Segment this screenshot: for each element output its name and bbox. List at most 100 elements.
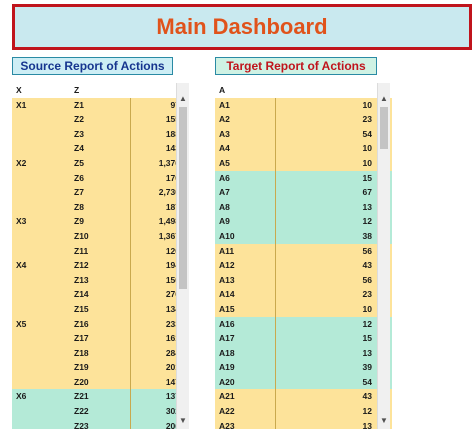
source-value-cell: 155 [130, 112, 182, 127]
target-item-cell: A20 [219, 376, 235, 387]
target-scroll-thumb[interactable] [380, 107, 388, 149]
table-row: A23 13 [215, 418, 392, 429]
table-row: A14 23 [215, 287, 392, 302]
target-value-cell: 13 [275, 345, 374, 361]
target-item-cell: A9 [219, 216, 230, 227]
table-row: Z6 170 [12, 170, 189, 186]
source-group-cell: X2 [16, 157, 27, 168]
target-value-cell: 10 [275, 155, 374, 171]
target-item-cell: A16 [219, 318, 235, 329]
source-item-cell: Z5 [74, 157, 84, 168]
target-value-cell: 67 [275, 185, 374, 200]
table-row: A9 12 [215, 214, 392, 229]
table-row: Z10 1,367 [12, 228, 189, 244]
source-item-cell: Z20 [74, 376, 89, 387]
table-row: A19 39 [215, 360, 392, 375]
source-item-cell: Z16 [74, 318, 89, 329]
target-value-cell: 10 [275, 97, 374, 113]
target-value-cell: 54 [275, 374, 374, 390]
source-value-cell: 276 [130, 287, 182, 302]
table-row: Z2 155 [12, 112, 189, 127]
target-value-cell: 10 [275, 141, 374, 156]
table-row: Z18 284 [12, 345, 189, 361]
target-item-cell: A5 [219, 157, 230, 168]
source-item-cell: Z2 [74, 114, 84, 125]
table-row: X6 Z21 137 [12, 389, 189, 405]
source-item-cell: Z14 [74, 289, 89, 300]
target-value-cell: 15 [275, 170, 374, 186]
source-col-z-header: Z [74, 85, 80, 95]
source-value-cell: 1,498 [130, 214, 182, 229]
target-item-cell: A17 [219, 333, 235, 344]
table-row: A7 67 [215, 185, 392, 200]
table-row: Z7 2,730 [12, 185, 189, 200]
source-value-cell: 233 [130, 316, 182, 332]
target-item-cell: A12 [219, 260, 235, 271]
source-value-cell: 284 [130, 345, 182, 361]
scroll-down-icon[interactable]: ▼ [380, 416, 388, 425]
target-report-title: Target Report of Actions [215, 57, 377, 75]
source-item-cell: Z17 [74, 333, 89, 344]
source-value-cell: 97 [130, 97, 182, 113]
table-row: X5 Z16 233 [12, 316, 189, 332]
target-item-cell: A6 [219, 172, 230, 183]
table-row: A6 15 [215, 170, 392, 186]
target-value-cell: 43 [275, 258, 374, 273]
target-item-cell: A18 [219, 347, 235, 358]
target-header-row: A [215, 83, 392, 98]
target-item-cell: A4 [219, 143, 230, 154]
source-value-cell: 143 [130, 141, 182, 156]
table-row: A13 56 [215, 272, 392, 288]
table-row: A20 54 [215, 374, 392, 390]
table-row: A17 15 [215, 331, 392, 346]
target-value-cell: 12 [275, 316, 374, 332]
target-value-cell: 10 [275, 301, 374, 317]
source-item-cell: Z9 [74, 216, 84, 227]
target-value-cell: 23 [275, 287, 374, 302]
source-value-cell: 187 [130, 199, 182, 215]
target-rows: A A1 10 A2 23 A3 54 A4 10 A5 10 A6 15 A7 67 A8 13 A9 12 A1… [215, 83, 392, 429]
source-value-cell: 188 [130, 126, 182, 142]
table-row: Z15 134 [12, 301, 189, 317]
scroll-up-icon[interactable]: ▲ [380, 94, 388, 103]
table-row: Z14 276 [12, 287, 189, 302]
scroll-down-icon[interactable]: ▼ [179, 416, 187, 425]
table-row: Z3 188 [12, 126, 189, 142]
target-value-cell: 12 [275, 214, 374, 229]
table-row: Z17 161 [12, 331, 189, 346]
target-col-a-header: A [219, 85, 226, 95]
source-item-cell: Z21 [74, 391, 89, 402]
source-scroll-thumb[interactable] [179, 107, 187, 289]
table-row: Z8 187 [12, 199, 189, 215]
table-row: A5 10 [215, 155, 392, 171]
table-row: Z13 150 [12, 272, 189, 288]
source-scrollbar[interactable]: ▲ ▼ [176, 83, 189, 429]
target-item-cell: A14 [219, 289, 235, 300]
table-row: A12 43 [215, 258, 392, 273]
table-row: X3 Z9 1,498 [12, 214, 189, 229]
target-scrollbar[interactable]: ▲ ▼ [377, 83, 390, 429]
target-item-cell: A23 [219, 420, 235, 429]
source-item-cell: Z13 [74, 274, 89, 285]
table-row: Z23 206 [12, 418, 189, 429]
scroll-up-icon[interactable]: ▲ [179, 94, 187, 103]
target-item-cell: A7 [219, 187, 230, 198]
source-value-cell: 194 [130, 258, 182, 273]
source-value-cell: 206 [130, 418, 182, 429]
source-value-cell: 1,367 [130, 228, 182, 244]
target-value-cell: 39 [275, 360, 374, 375]
target-item-cell: A3 [219, 128, 230, 139]
table-row: A18 13 [215, 345, 392, 361]
source-item-cell: Z8 [74, 201, 84, 212]
source-group-cell: X5 [16, 318, 27, 329]
source-rows: X Z X1Z197Z2155Z3188Z4143X2Z51,376Z6170Z… [12, 83, 189, 429]
source-item-cell: Z15 [74, 303, 89, 314]
source-value-cell: 147 [130, 374, 182, 390]
target-item-cell: A2 [219, 114, 230, 125]
target-item-cell: A11 [219, 245, 235, 256]
source-value-cell: 161 [130, 331, 182, 346]
target-item-cell: A1 [219, 99, 230, 110]
source-col-x-header: X [16, 85, 22, 95]
target-value-cell: 13 [275, 199, 374, 215]
target-value-cell: 38 [275, 228, 374, 244]
